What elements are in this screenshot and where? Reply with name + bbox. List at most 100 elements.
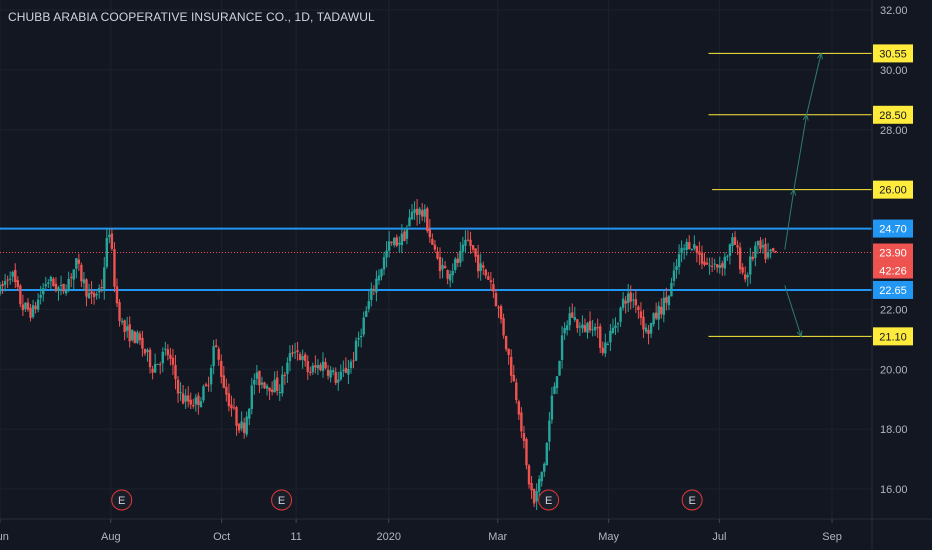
candle-body	[436, 251, 439, 259]
candle-body	[331, 370, 335, 373]
candle-body	[583, 325, 587, 332]
candle-body	[245, 416, 248, 435]
candle-body	[319, 364, 322, 371]
candle-body	[380, 269, 383, 277]
candle-body	[44, 284, 47, 287]
candle-body	[75, 258, 78, 269]
candle-body	[260, 382, 264, 385]
candle-body	[255, 372, 259, 379]
candle-body	[553, 386, 556, 394]
candle-body	[283, 374, 287, 376]
candle-body	[8, 278, 12, 280]
chart-title: CHUBB ARABIA COOPERATIVE INSURANCE CO., …	[8, 10, 375, 24]
candle-body	[207, 385, 210, 387]
candle-body	[525, 438, 528, 466]
candle-body	[382, 257, 386, 270]
candle-body	[408, 217, 411, 227]
candle-body	[512, 374, 515, 382]
candle-body	[298, 353, 302, 361]
candle-body	[690, 248, 693, 250]
candle-body	[143, 349, 147, 354]
candle-body	[698, 251, 701, 255]
candle-body	[115, 286, 119, 304]
candle-body	[484, 269, 487, 276]
candle-body	[563, 328, 566, 334]
y-axis[interactable]: 16.00 18.00 20.00 22.00 28.00 30.00 32.00	[880, 5, 908, 496]
candle-body	[710, 265, 714, 267]
candle-body	[159, 364, 162, 366]
candle-body	[431, 238, 434, 245]
candle-body	[248, 408, 251, 419]
earnings-marker	[681, 489, 703, 511]
candle-body	[97, 288, 101, 293]
candle-body	[405, 227, 409, 239]
candle-body	[611, 327, 615, 333]
candle-body	[220, 360, 223, 377]
candle-body	[769, 249, 772, 252]
candle-body	[359, 335, 363, 338]
candle-body	[362, 317, 365, 335]
candle-body	[637, 306, 640, 311]
candle-body	[217, 348, 220, 360]
candle-body	[123, 320, 126, 333]
candle-body	[222, 375, 226, 388]
candle-body	[136, 332, 139, 343]
candle-body	[548, 420, 551, 442]
candle-body	[138, 333, 142, 341]
candle-body	[250, 385, 253, 409]
candle-body	[156, 363, 159, 365]
candle-body	[110, 233, 114, 249]
candle-body	[365, 310, 368, 317]
candle-body	[34, 305, 37, 310]
candle-body	[387, 241, 391, 251]
candle-body	[62, 283, 65, 292]
candle-body	[415, 208, 419, 216]
candle-body	[764, 243, 767, 260]
candle-body	[113, 249, 116, 287]
candle-body	[14, 269, 17, 283]
projection-arrow-head	[802, 113, 809, 121]
candle-body	[774, 250, 777, 252]
candle-body	[85, 279, 88, 297]
candle-body	[537, 479, 541, 492]
candle-body	[240, 421, 243, 429]
candle-body	[125, 326, 129, 331]
candle-body	[418, 208, 421, 215]
candle-body	[693, 244, 696, 249]
candle-body	[301, 356, 304, 360]
candle-body	[494, 293, 498, 307]
candle-body	[410, 211, 414, 220]
candle-body	[660, 306, 663, 315]
candle-body	[31, 305, 35, 318]
candle-body	[756, 241, 760, 246]
candle-body	[451, 270, 454, 276]
candle-body	[349, 361, 353, 368]
x-tick-label: Jun	[0, 531, 9, 543]
candle-body	[296, 350, 299, 352]
candle-body	[497, 307, 500, 309]
candle-body	[278, 392, 281, 394]
candle-body	[443, 265, 447, 269]
candle-body	[619, 307, 622, 322]
candle-body	[644, 327, 648, 332]
x-axis[interactable]: Jun Aug Oct 11 2020 Mar May Jul Sep	[0, 519, 842, 543]
candle-body	[596, 327, 599, 329]
candle-body	[314, 365, 317, 368]
candle-body	[24, 302, 27, 310]
candle-body	[573, 317, 576, 320]
candle-body	[235, 407, 238, 426]
candle-body	[624, 300, 627, 304]
candle-body	[49, 276, 53, 282]
candle-body	[321, 361, 325, 371]
y-tick-label: 20.00	[880, 364, 908, 376]
y-tick-label: 28.00	[880, 125, 908, 137]
candle-body	[52, 278, 55, 286]
candle-body	[654, 312, 658, 319]
candle-body	[202, 386, 205, 401]
candle-body	[276, 377, 279, 391]
candle-body	[141, 337, 144, 349]
candle-body	[169, 354, 172, 359]
price-label-22.65: 22.65	[879, 285, 907, 297]
candle-body	[759, 240, 762, 249]
